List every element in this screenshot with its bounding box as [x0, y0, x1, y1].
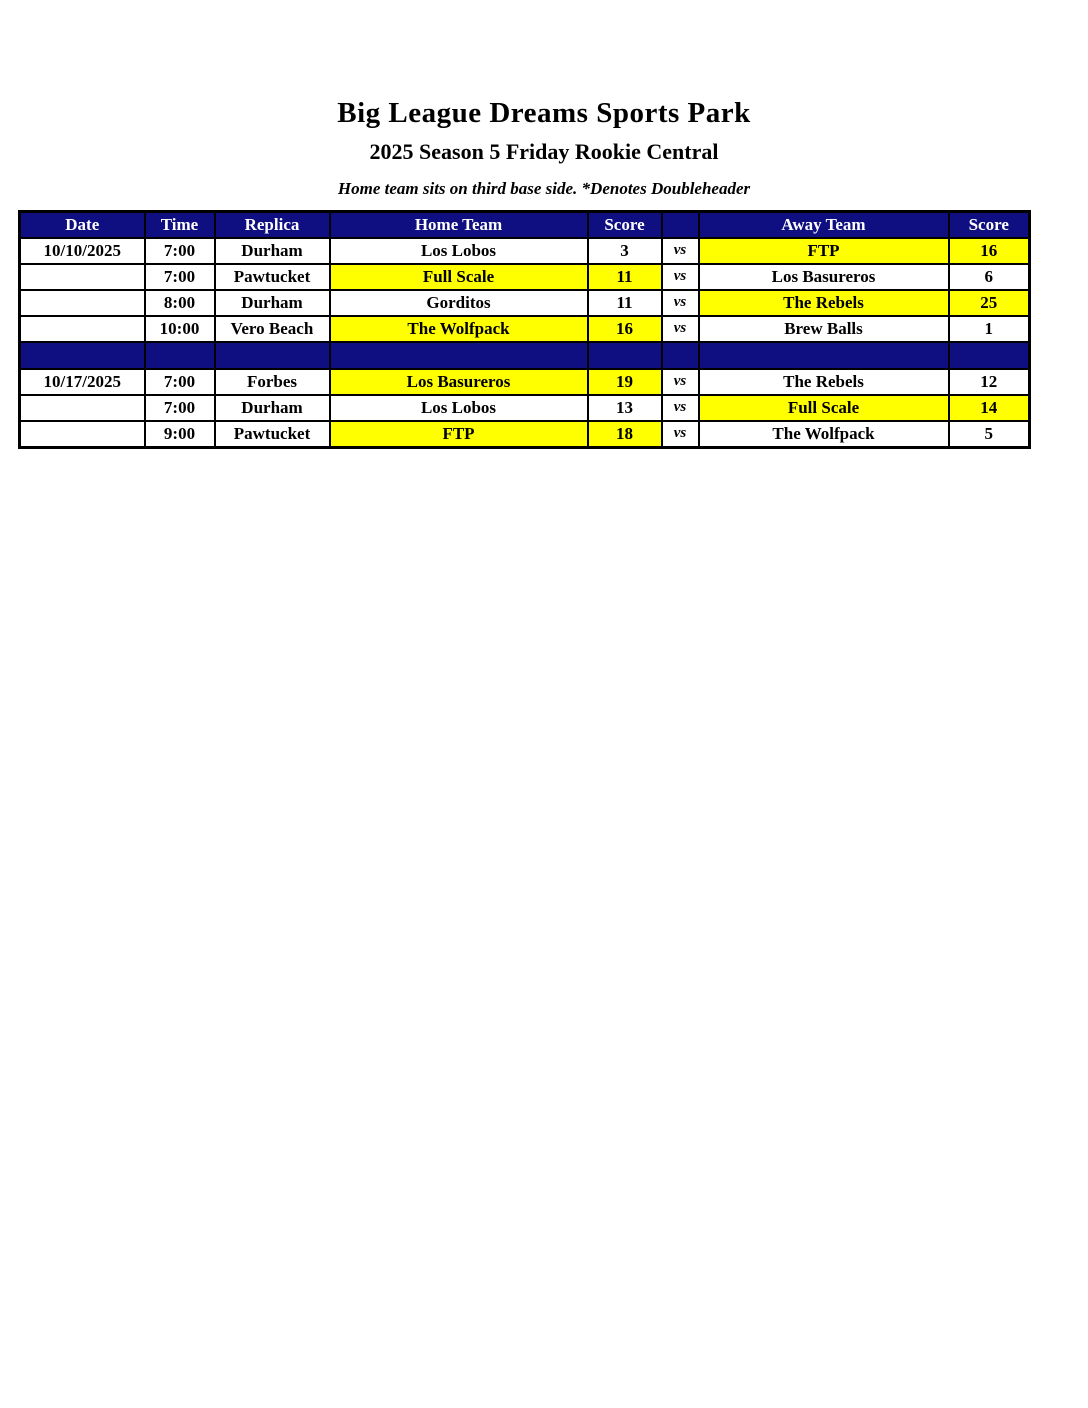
cell-time: 8:00 [143, 288, 216, 317]
game-row: 10/17/2025 7:00 Forbes Los Basureros 19 vs The… [18, 367, 1031, 396]
col-header-away-team: Away Team [697, 210, 950, 239]
col-header-home-team: Home Team [328, 210, 589, 239]
separator-cell [213, 340, 331, 370]
schedule-table: Date Time Replica Home Team Score Away Team Sc… [18, 209, 1031, 449]
cell-date [18, 262, 146, 291]
cell-replica: Durham [213, 288, 331, 317]
cell-away-score: 14 [947, 393, 1031, 422]
cell-away-team: Brew Balls [697, 314, 950, 343]
game-row: 10/10/2025 7:00 Durham Los Lobos 3 vs FTP 16 [18, 236, 1031, 265]
cell-vs: vs [660, 314, 700, 343]
cell-replica: Pawtucket [213, 262, 331, 291]
game-row: 10:00 Vero Beach The Wolfpack 16 vs Brew Ball… [18, 314, 1031, 343]
cell-away-score: 1 [947, 314, 1031, 343]
schedule-page: Big League Dreams Sports Park 2025 Seaso… [0, 0, 1088, 449]
cell-vs: vs [660, 236, 700, 265]
col-header-replica: Replica [213, 210, 331, 239]
cell-away-team: Los Basureros [697, 262, 950, 291]
cell-date [18, 288, 146, 317]
cell-date: 10/17/2025 [18, 367, 146, 396]
game-row: 8:00 Durham Gorditos 11 vs The Rebels 25 [18, 288, 1031, 317]
cell-home-team: Full Scale [328, 262, 589, 291]
cell-time: 10:00 [143, 314, 216, 343]
cell-away-team: The Rebels [697, 288, 950, 317]
cell-replica: Forbes [213, 367, 331, 396]
cell-time: 7:00 [143, 367, 216, 396]
cell-date [18, 314, 146, 343]
cell-vs: vs [660, 393, 700, 422]
cell-replica: Pawtucket [213, 419, 331, 449]
cell-vs: vs [660, 367, 700, 396]
cell-away-score: 16 [947, 236, 1031, 265]
cell-home-score: 11 [586, 288, 663, 317]
cell-replica: Vero Beach [213, 314, 331, 343]
cell-home-team: Gorditos [328, 288, 589, 317]
cell-date [18, 419, 146, 449]
separator-cell [143, 340, 216, 370]
cell-home-score: 11 [586, 262, 663, 291]
cell-time: 7:00 [143, 393, 216, 422]
separator-cell [586, 340, 663, 370]
cell-home-score: 18 [586, 419, 663, 449]
cell-vs: vs [660, 262, 700, 291]
cell-away-team: The Rebels [697, 367, 950, 396]
cell-time: 9:00 [143, 419, 216, 449]
game-row: 9:00 Pawtucket FTP 18 vs The Wolfpack 5 [18, 419, 1031, 449]
cell-home-score: 19 [586, 367, 663, 396]
cell-vs: vs [660, 419, 700, 449]
cell-date: 10/10/2025 [18, 236, 146, 265]
col-header-vs [660, 210, 700, 239]
cell-home-team: Los Lobos [328, 393, 589, 422]
game-row: 7:00 Durham Los Lobos 13 vs Full Scale 14 [18, 393, 1031, 422]
cell-home-team: FTP [328, 419, 589, 449]
cell-away-score: 6 [947, 262, 1031, 291]
game-row: 7:00 Pawtucket Full Scale 11 vs Los Basureros… [18, 262, 1031, 291]
cell-home-team: Los Basureros [328, 367, 589, 396]
separator-row [18, 340, 1031, 370]
separator-cell [947, 340, 1031, 370]
separator-cell [328, 340, 589, 370]
separator-cell [660, 340, 700, 370]
cell-away-team: The Wolfpack [697, 419, 950, 449]
cell-home-score: 3 [586, 236, 663, 265]
cell-home-team: Los Lobos [328, 236, 589, 265]
cell-away-score: 12 [947, 367, 1031, 396]
cell-replica: Durham [213, 236, 331, 265]
page-subtitle: 2025 Season 5 Friday Rookie Central [369, 139, 719, 165]
separator-cell [18, 340, 146, 370]
page-note: Home team sits on third base side. *Deno… [337, 178, 751, 198]
cell-home-team: The Wolfpack [328, 314, 589, 343]
col-header-date: Date [18, 210, 146, 239]
cell-away-score: 5 [947, 419, 1031, 449]
cell-vs: vs [660, 288, 700, 317]
cell-time: 7:00 [143, 262, 216, 291]
header-row: Date Time Replica Home Team Score Away Team Sc… [18, 210, 1031, 239]
cell-away-team: Full Scale [697, 393, 950, 422]
separator-cell [697, 340, 950, 370]
col-header-away-score: Score [947, 210, 1031, 239]
cell-away-score: 25 [947, 288, 1031, 317]
cell-date [18, 393, 146, 422]
page-title: Big League Dreams Sports Park [337, 97, 751, 129]
cell-home-score: 16 [586, 314, 663, 343]
col-header-time: Time [143, 210, 216, 239]
cell-away-team: FTP [697, 236, 950, 265]
cell-replica: Durham [213, 393, 331, 422]
cell-home-score: 13 [586, 393, 663, 422]
cell-time: 7:00 [143, 236, 216, 265]
col-header-home-score: Score [586, 210, 663, 239]
